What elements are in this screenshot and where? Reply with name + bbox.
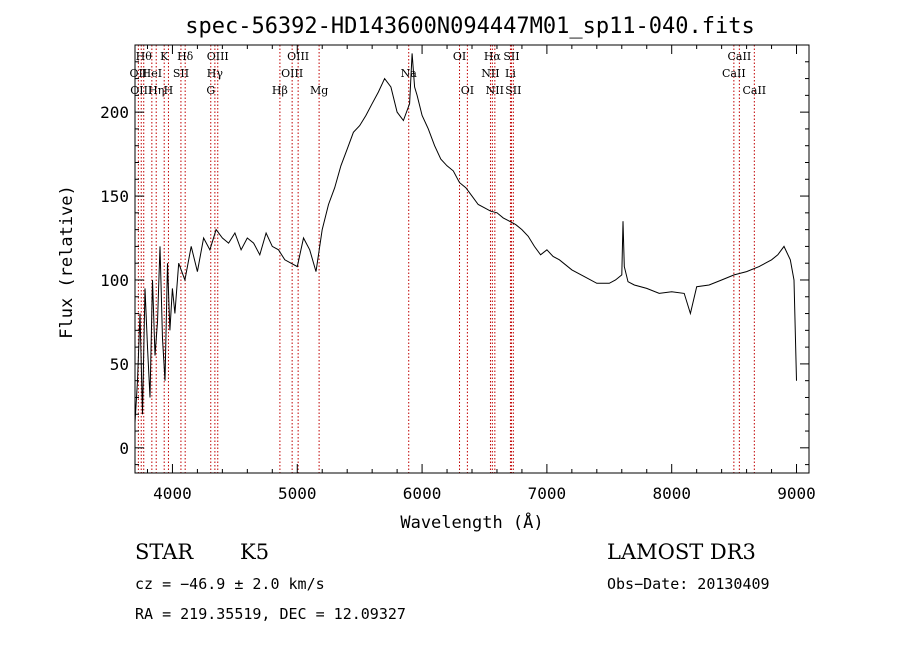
spectral-line-label: Hα — [484, 50, 502, 63]
spectral-line-label: NII — [486, 84, 504, 97]
y-axis-ticks: 0 50 100 150 200 — [100, 61, 809, 466]
spectral-line-label: Hη — [148, 84, 164, 97]
y-axis-label: Flux (relative) — [57, 185, 77, 339]
x-tick-label: 7000 — [528, 484, 567, 503]
spectral-line-label: Mg — [310, 84, 328, 97]
spectral-line-label: Na — [401, 67, 418, 80]
spectral-line-label: OII — [130, 67, 148, 80]
x-tick-label: 4000 — [153, 484, 192, 503]
spectral-line-label: CaII — [728, 50, 752, 63]
redshift-velocity: cz = −46.9 ± 2.0 km/s — [135, 575, 325, 593]
spectral-line-label: H — [164, 84, 174, 97]
spectral-line-label: Li — [505, 67, 516, 80]
x-tick-label: 8000 — [652, 484, 691, 503]
chart-title: spec-56392-HD143600N094447M01_sp11-040.f… — [185, 14, 755, 39]
spectral-line-label: OI — [461, 84, 474, 97]
spectral-line-label: CaII — [722, 67, 746, 80]
x-axis-label: Wavelength (Å) — [400, 511, 543, 533]
spectral-line-label: Hθ — [136, 50, 153, 63]
y-tick-label: 150 — [100, 187, 129, 206]
spectral-line-label: SII — [173, 67, 189, 80]
x-tick-label: 5000 — [278, 484, 317, 503]
y-tick-label: 50 — [110, 355, 129, 374]
object-class: STAR — [135, 540, 194, 564]
spectral-line-label: SII — [505, 84, 521, 97]
spectral-line-label: OIII — [281, 67, 303, 80]
spectral-line-label: Hδ — [177, 50, 194, 63]
observation-date: Obs−Date: 20130409 — [607, 575, 770, 593]
plot-frame — [134, 44, 810, 474]
spectral-line-labels: OII OIII Hθ HeI Hη K H SII Hδ G Hγ OIII Hβ OIII OIII Mg… — [130, 50, 767, 97]
spectrum-series-line — [134, 53, 797, 423]
object-subclass: K5 — [240, 540, 269, 564]
spectral-line-label: HeI — [142, 67, 162, 80]
x-tick-label: 6000 — [403, 484, 442, 503]
x-tick-label: 9000 — [777, 484, 816, 503]
spectral-line-label: Hγ — [207, 67, 224, 80]
survey-name: LAMOST DR3 — [607, 540, 756, 564]
y-tick-label: 200 — [100, 103, 129, 122]
spectral-line-label: NII — [481, 67, 499, 80]
spectral-line-label: Hβ — [272, 84, 288, 97]
spectral-line-label: OIII — [207, 50, 229, 63]
spectral-line-label: OIII — [130, 84, 152, 97]
spectral-line-label: K — [160, 50, 169, 63]
spectral-line-label: OI — [453, 50, 466, 63]
spectral-line-label: SII — [503, 50, 519, 63]
coordinates: RA = 219.35519, DEC = 12.09327 — [135, 605, 406, 623]
y-tick-label: 0 — [119, 439, 129, 458]
spectral-line-markers — [137, 45, 755, 473]
spectral-line-label: OIII — [287, 50, 309, 63]
spectral-line-label: G — [206, 84, 215, 97]
spectral-line-label: CaII — [742, 84, 766, 97]
x-axis-ticks: 4000 5000 6000 7000 8000 9000 — [146, 45, 816, 503]
y-tick-label: 100 — [100, 271, 129, 290]
